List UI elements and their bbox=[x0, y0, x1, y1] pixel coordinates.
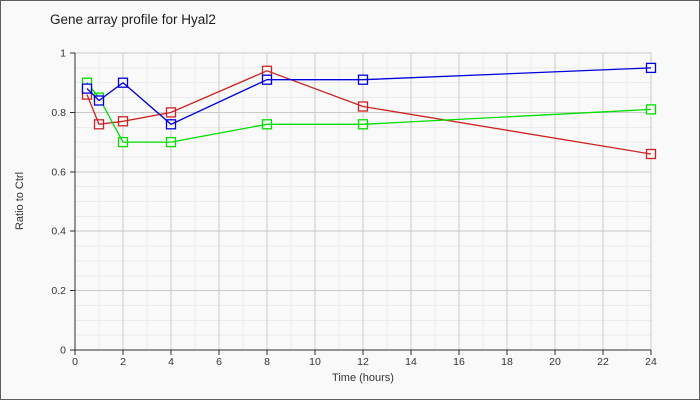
x-tick-label: 14 bbox=[405, 356, 417, 368]
x-tick-label: 12 bbox=[357, 356, 369, 368]
x-tick-label: 16 bbox=[453, 356, 465, 368]
x-axis-label: Time (hours) bbox=[332, 372, 394, 384]
chart-title: Gene array profile for Hyal2 bbox=[50, 12, 216, 27]
y-tick-label: 0.8 bbox=[51, 107, 66, 119]
gridlines bbox=[75, 52, 652, 350]
y-tick-label: 0.6 bbox=[51, 166, 66, 178]
x-tick-label: 22 bbox=[597, 356, 609, 368]
y-tick-labels: 0 0.2 0.4 0.6 0.8 1 bbox=[51, 48, 66, 357]
series-red bbox=[81, 65, 657, 160]
x-tick-label: 20 bbox=[549, 356, 561, 368]
y-tick-label: 1 bbox=[60, 48, 66, 60]
x-tick-label: 4 bbox=[168, 356, 174, 368]
x-tick-label: 2 bbox=[120, 356, 126, 368]
y-axis-label: Ratio to Ctrl bbox=[14, 171, 26, 231]
x-tick-labels: 0 2 4 6 8 10 12 14 16 18 20 22 24 bbox=[72, 356, 657, 368]
x-tick-label: 6 bbox=[216, 356, 222, 368]
y-tick-label: 0.4 bbox=[51, 226, 66, 238]
x-tick-label: 24 bbox=[645, 356, 657, 368]
axes bbox=[70, 52, 652, 355]
y-tick-label: 0.2 bbox=[51, 285, 66, 297]
y-tick-label: 0 bbox=[60, 345, 66, 357]
x-tick-label: 0 bbox=[72, 356, 78, 368]
red-line bbox=[86, 70, 652, 155]
x-tick-label: 10 bbox=[309, 356, 321, 368]
blue-line bbox=[86, 67, 652, 126]
x-tick-label: 18 bbox=[501, 356, 513, 368]
x-tick-label: 8 bbox=[264, 356, 270, 368]
series-blue bbox=[81, 62, 657, 130]
